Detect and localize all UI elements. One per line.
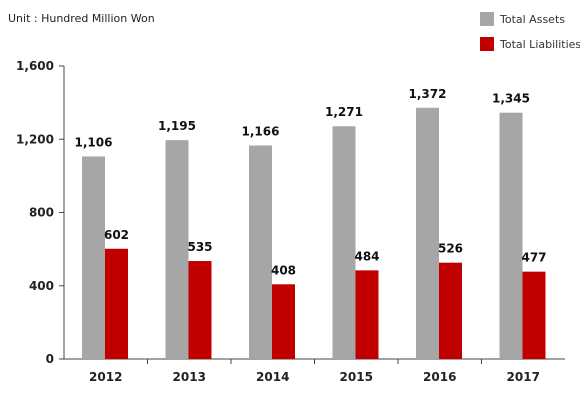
data-label-total-liabilities: 526 [438, 242, 463, 256]
data-label-total-assets: 1,372 [409, 87, 447, 101]
data-label-total-assets: 1,166 [242, 124, 280, 138]
data-label-total-liabilities: 408 [271, 263, 296, 277]
y-tick-label: 800 [29, 206, 54, 220]
bar-total-assets [332, 126, 356, 359]
y-tick-label: 1,200 [16, 132, 54, 146]
legend-item-liabilities: Total Liabilities [480, 36, 580, 52]
y-tick-label: 400 [29, 279, 54, 293]
data-label-total-liabilities: 477 [521, 251, 546, 265]
data-label-total-liabilities: 484 [354, 249, 379, 263]
legend-item-assets: Total Assets [480, 11, 580, 27]
legend-label-assets: Total Assets [500, 12, 565, 26]
bar-total-liabilities [522, 271, 546, 359]
x-tick-label: 2017 [507, 370, 540, 384]
legend-swatch-liabilities [480, 37, 494, 51]
data-label-total-assets: 1,271 [325, 105, 363, 119]
x-tick-label: 2013 [173, 370, 206, 384]
y-tick-label: 0 [46, 352, 54, 366]
bar-total-assets [165, 140, 189, 359]
bar-total-assets [499, 112, 523, 360]
bar-total-assets [82, 156, 105, 359]
x-tick-label: 2016 [423, 370, 456, 384]
legend: Total Assets Total Liabilities [480, 11, 580, 61]
bar-total-liabilities [355, 270, 379, 359]
x-tick-label: 2014 [256, 370, 289, 384]
data-label-total-assets: 1,195 [158, 119, 196, 133]
bar-total-assets [416, 107, 439, 359]
x-tick-label: 2015 [340, 370, 373, 384]
y-tick-label: 1,600 [16, 59, 54, 73]
data-label-total-liabilities: 535 [187, 240, 212, 254]
data-label-total-assets: 1,345 [492, 92, 530, 106]
bar-total-liabilities [188, 261, 212, 359]
data-label-total-assets: 1,106 [75, 135, 113, 149]
bar-total-liabilities [105, 248, 128, 359]
bar-total-liabilities [439, 262, 462, 359]
data-label-total-liabilities: 602 [104, 228, 129, 242]
unit-label: Unit : Hundred Million Won [8, 12, 155, 25]
x-tick-label: 2012 [89, 370, 122, 384]
bar-total-assets [249, 145, 272, 359]
legend-swatch-assets [480, 12, 494, 26]
bar-total-liabilities [272, 284, 295, 359]
legend-label-liabilities: Total Liabilities [500, 37, 580, 51]
